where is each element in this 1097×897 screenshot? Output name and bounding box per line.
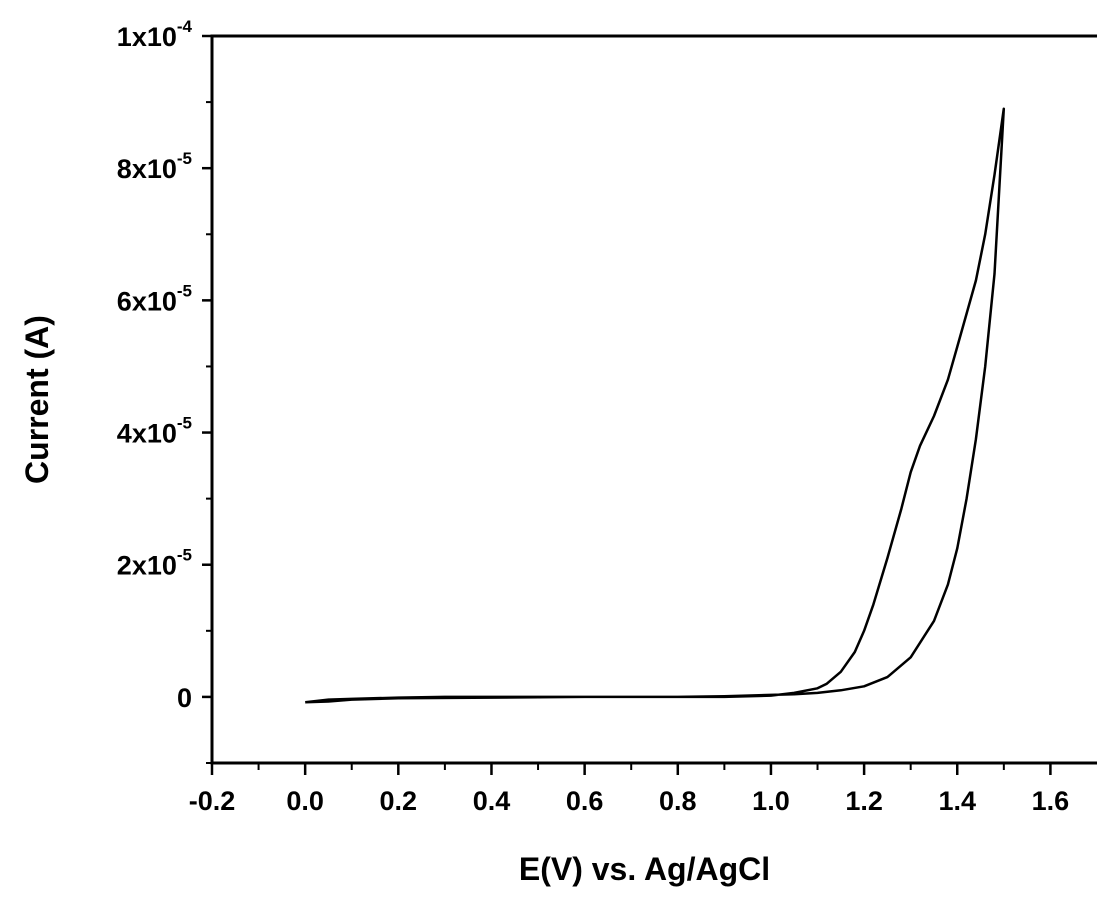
x-tick-label: -0.2	[189, 786, 236, 816]
y-tick-exponent: -5	[177, 546, 192, 565]
y-tick-label: 8x10-5	[117, 149, 192, 184]
x-tick-label: 1.4	[938, 786, 976, 816]
y-tick-label: 0	[177, 683, 192, 713]
y-tick-mantissa: 8x10	[117, 154, 177, 184]
y-tick-exponent: -5	[177, 414, 192, 433]
series-line	[305, 107, 1006, 704]
y-tick-mantissa: 2x10	[117, 551, 177, 581]
y-tick-exponent: -5	[177, 281, 192, 300]
y-tick-label: 1x10-4	[117, 17, 193, 52]
x-tick-label: 0.4	[473, 786, 511, 816]
y-axis-title: Current (A)	[19, 315, 55, 484]
x-tick-label: 1.0	[752, 786, 790, 816]
y-tick-exponent: -5	[177, 149, 192, 168]
y-tick-exponent: -4	[177, 17, 193, 36]
x-tick-label: 1.6	[1032, 786, 1070, 816]
x-tick-label: 0.2	[380, 786, 418, 816]
y-tick-mantissa: 4x10	[117, 419, 177, 449]
y-tick-label: 6x10-5	[117, 281, 192, 316]
x-tick-label: 0.0	[286, 786, 324, 816]
y-tick-mantissa: 0	[177, 683, 192, 713]
plot-frame	[210, 34, 1097, 765]
x-tick-label: 0.8	[659, 786, 697, 816]
y-tick-label: 2x10-5	[117, 546, 192, 581]
x-tick-label: 1.2	[845, 786, 883, 816]
x-tick-label: 0.6	[566, 786, 604, 816]
y-tick-label: 4x10-5	[117, 414, 192, 449]
x-axis-title: E(V) vs. Ag/AgCl	[519, 851, 770, 887]
y-tick-mantissa: 6x10	[117, 286, 177, 316]
y-tick-mantissa: 1x10	[117, 22, 177, 52]
